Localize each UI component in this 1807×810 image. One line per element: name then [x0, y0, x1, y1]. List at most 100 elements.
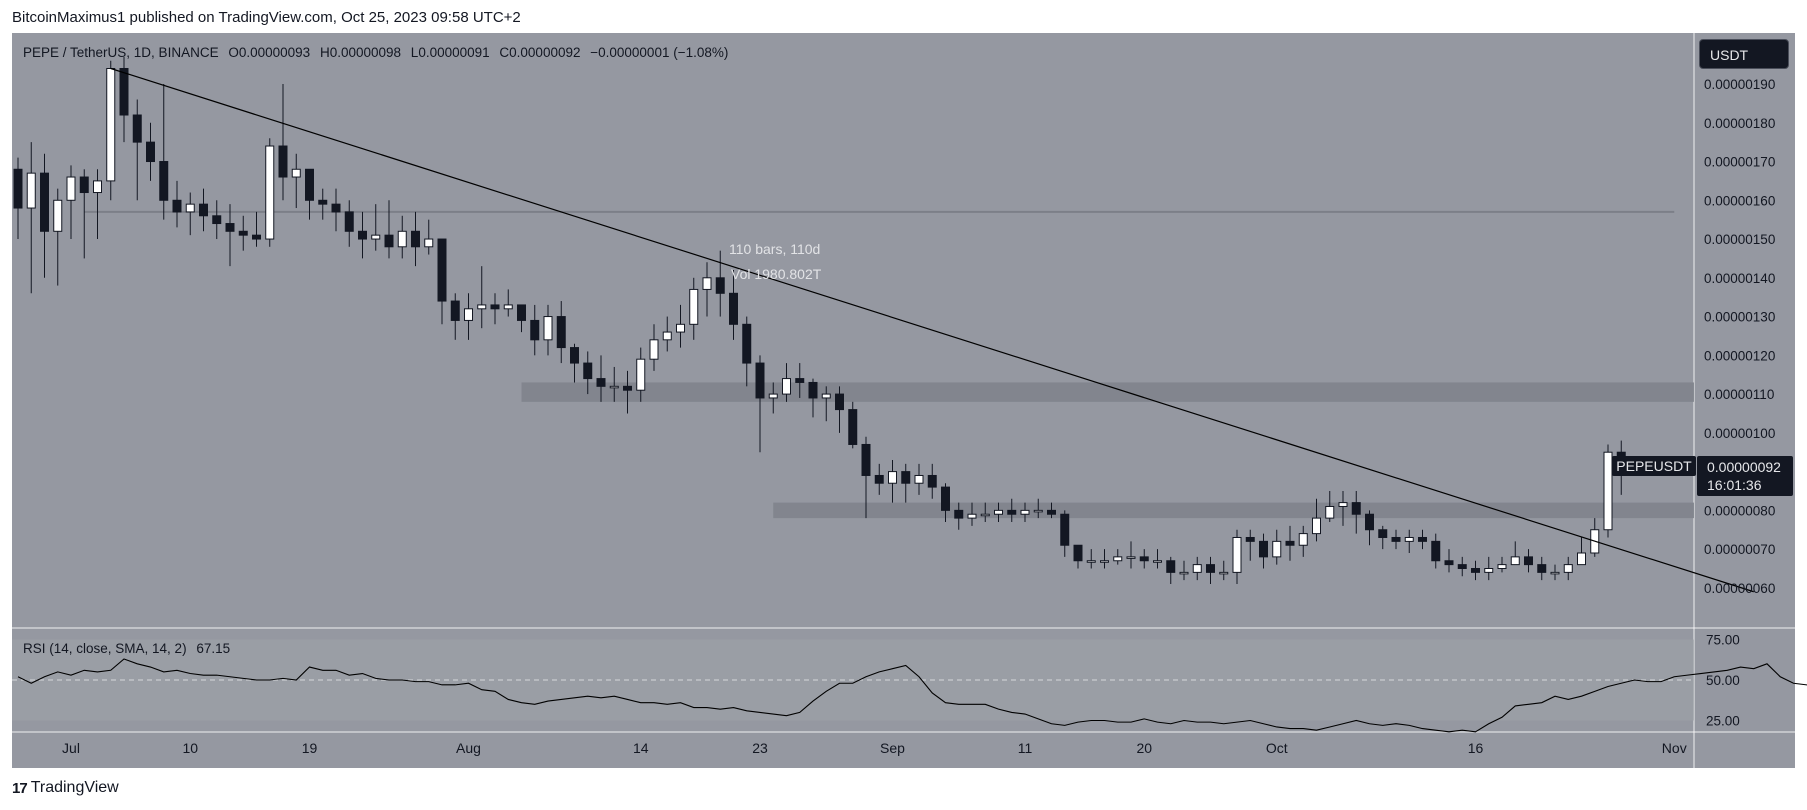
candle-body — [967, 513, 977, 519]
candle-body — [583, 362, 593, 380]
candle-body — [450, 300, 460, 321]
time-tick-label: 11 — [1018, 740, 1033, 756]
candle-body — [980, 513, 990, 517]
candle-body — [715, 277, 725, 294]
price-tick-label: 0.00000160 — [1704, 193, 1775, 208]
candle-body — [1510, 556, 1520, 566]
candle-body — [835, 393, 844, 411]
bar-countdown: 16:01:36 — [1707, 477, 1762, 493]
price-tick-label: 0.00000170 — [1704, 155, 1775, 170]
footer-brand[interactable]: 17 TradingView — [12, 779, 119, 797]
low-value: 0.00000091 — [418, 45, 490, 60]
candle-body — [424, 238, 434, 248]
candle-body — [821, 393, 831, 399]
candle-body — [1033, 509, 1043, 513]
price-tick-label: 0.00000130 — [1704, 310, 1775, 325]
candle-body — [609, 385, 619, 389]
candle-body — [1378, 529, 1388, 538]
candle-body — [358, 230, 367, 240]
candle-body — [1166, 560, 1176, 573]
time-tick-label: 16 — [1468, 740, 1484, 756]
candle-body — [1550, 571, 1560, 575]
candle-body — [517, 304, 526, 321]
candle-body — [318, 199, 328, 205]
candle-body — [941, 486, 950, 511]
candle-body — [132, 114, 142, 143]
candle-body — [1497, 564, 1507, 570]
candle-body — [212, 215, 222, 225]
candle-body — [1298, 533, 1308, 546]
candle-body — [79, 176, 89, 194]
candle-body — [570, 347, 579, 364]
time-tick-label: Oct — [1266, 740, 1288, 756]
candle-body — [1245, 536, 1255, 542]
price-tick-label: 0.00000070 — [1704, 542, 1775, 557]
candle-body — [1418, 536, 1427, 542]
candle-body — [1338, 502, 1348, 507]
time-tick-label: Aug — [456, 740, 481, 756]
candle-body — [1073, 544, 1083, 562]
rsi-legend: RSI (14, close, SMA, 14, 2) 67.15 — [23, 641, 230, 656]
close-label: C — [499, 45, 510, 60]
change-value: −0.00000001 (−1.08%) — [590, 45, 729, 60]
candle-body — [1272, 540, 1282, 558]
symbol-label: PEPE / TetherUS, 1D, BINANCE — [23, 45, 219, 60]
candle-body — [1020, 509, 1030, 515]
candle-body — [1471, 568, 1480, 573]
support-resistance-zone — [773, 502, 1694, 519]
candle-body — [477, 304, 487, 310]
time-tick-label: Nov — [1662, 740, 1687, 756]
rsi-tick-label: 50.00 — [1706, 673, 1740, 688]
time-tick-label: 10 — [182, 740, 198, 756]
candle-body — [490, 304, 500, 310]
time-tick-label: Jul — [62, 740, 80, 756]
candle-body — [1484, 568, 1494, 573]
candle-body — [411, 230, 420, 248]
candle-body — [543, 316, 553, 341]
candle-body — [1577, 552, 1586, 566]
rsi-label: RSI (14, close, SMA, 14, 2) — [23, 641, 187, 656]
candle-body — [1351, 502, 1361, 515]
candle-body — [331, 203, 341, 213]
candle-body — [278, 145, 288, 178]
candle-body — [146, 141, 155, 163]
price-tick-label: 0.00000150 — [1704, 232, 1775, 247]
candle-body — [1404, 536, 1414, 542]
candle-body — [914, 474, 924, 484]
symbol-price-tag: PEPEUSDT — [1612, 456, 1696, 476]
time-tick-label: 19 — [302, 740, 318, 756]
tv-logo-icon: 17 — [12, 779, 28, 797]
price-tick-label: 0.00000190 — [1704, 77, 1775, 92]
candle-body — [1325, 505, 1335, 519]
candle-body — [172, 199, 182, 213]
rsi-tick-label: 75.00 — [1706, 633, 1740, 648]
candle-body — [225, 223, 235, 232]
candle-body — [1047, 509, 1056, 515]
candle-body — [53, 199, 63, 232]
open-value: 0.00000093 — [238, 45, 311, 60]
candle-body — [795, 378, 805, 383]
candle-body — [808, 381, 818, 399]
publisher-header: BitcoinMaximus1 published on TradingView… — [12, 9, 521, 26]
price-tick-label: 0.00000120 — [1704, 348, 1775, 363]
candle-body — [1285, 540, 1295, 546]
time-tick-label: 20 — [1136, 740, 1152, 756]
candle-body — [623, 385, 632, 391]
candle-body — [1232, 536, 1242, 573]
descending-trendline — [110, 67, 1754, 593]
high-label: H — [319, 45, 330, 60]
time-tick-label: 23 — [752, 740, 768, 756]
currency-unit-button[interactable]: USDT — [1699, 39, 1789, 69]
time-tick-label: Sep — [880, 740, 905, 756]
candle-body — [1537, 564, 1547, 573]
candle-body — [1312, 517, 1321, 535]
candle-body — [437, 238, 447, 302]
support-resistance-zone — [521, 382, 1694, 402]
rsi-line — [17, 658, 1807, 733]
time-tick-label: 14 — [633, 740, 649, 756]
candle-body — [1524, 556, 1533, 566]
candle-body — [238, 230, 248, 236]
price-tick-label: 0.00000180 — [1704, 116, 1775, 131]
candle-body — [1259, 540, 1268, 558]
